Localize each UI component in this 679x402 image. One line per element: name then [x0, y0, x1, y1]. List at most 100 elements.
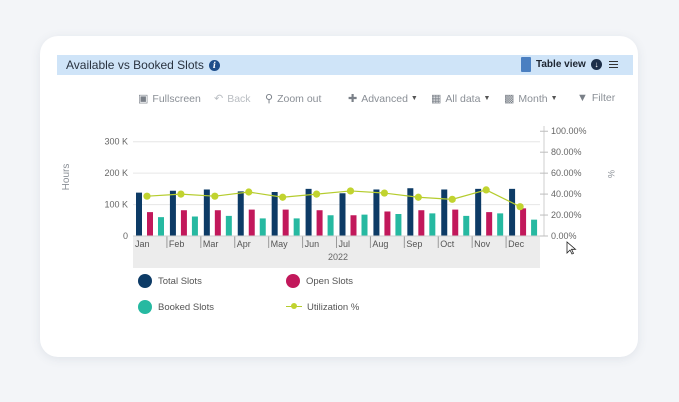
bar-total-slots-oct [441, 189, 448, 236]
fullscreen-icon: ▣ [138, 93, 149, 105]
magnifier-icon: ⚲ [265, 93, 274, 105]
bar-open-slots-aug [384, 211, 391, 236]
utilization-point-may [279, 193, 287, 201]
bar-open-slots-feb [180, 210, 187, 236]
bar-total-slots-may [271, 192, 278, 236]
x-tick-label: Jan [135, 239, 150, 249]
filter-button[interactable]: ▼ Filter [577, 92, 616, 104]
utilization-point-mar [211, 192, 219, 200]
chevron-down-icon: ▼ [550, 95, 558, 102]
y2-tick-label: 60.00% [551, 168, 582, 178]
bar-booked-slots-mar [225, 215, 232, 236]
month-dropdown[interactable]: ▩ Month ▼ [504, 92, 558, 106]
legend-item-total-slots[interactable]: Total Slots [138, 274, 202, 288]
y-tick-label: 0 [123, 231, 128, 241]
x-tick-label: May [271, 239, 289, 249]
advanced-dropdown[interactable]: ✚ Advanced ▼ [348, 92, 418, 106]
y2-tick-label: 80.00% [551, 147, 582, 157]
x-tick-label: Jul [339, 239, 351, 249]
bar-total-slots-feb [169, 190, 176, 236]
y-tick-label: 100 K [104, 200, 128, 210]
chart-toolbar: ▣ Fullscreen ↶ Back ⚲ Zoom out ✚ Advance… [40, 92, 638, 108]
download-icon[interactable]: ↓ [591, 59, 602, 70]
hamburger-menu-icon[interactable] [609, 59, 618, 69]
bar-booked-slots-apr [259, 218, 266, 236]
bar-total-slots-jul [339, 193, 346, 236]
legend-item-booked-slots[interactable]: Booked Slots [138, 300, 214, 314]
bar-open-slots-mar [214, 210, 221, 236]
y-axis-label: Hours [61, 164, 72, 191]
utilization-point-oct [448, 195, 456, 203]
bar-booked-slots-feb [191, 216, 198, 236]
advanced-icon: ✚ [348, 93, 358, 105]
utilization-point-dec [516, 203, 524, 211]
bar-booked-slots-jan [158, 217, 164, 236]
utilization-point-aug [380, 189, 389, 197]
bar-booked-slots-jul [361, 214, 368, 236]
fullscreen-button[interactable]: ▣ Fullscreen [138, 92, 201, 106]
y2-axis-label: % [606, 170, 616, 178]
bar-booked-slots-aug [395, 214, 402, 236]
table-view-button[interactable]: Table view [536, 59, 586, 70]
table-view-icon[interactable] [521, 57, 531, 72]
legend-item-open-slots[interactable]: Open Slots [286, 274, 353, 288]
x-axis-year-label: 2022 [328, 252, 348, 262]
bar-open-slots-jan [147, 212, 153, 236]
bar-booked-slots-oct [463, 215, 470, 236]
bar-open-slots-dec [520, 208, 527, 236]
bar-total-slots-nov [475, 188, 482, 236]
zoom-out-button[interactable]: ⚲ Zoom out [265, 92, 322, 106]
x-tick-label: Sep [406, 239, 422, 249]
legend-swatch [138, 274, 152, 288]
legend-swatch [286, 300, 302, 314]
back-button[interactable]: ↶ Back [214, 92, 251, 106]
utilization-point-jun [312, 190, 321, 198]
bar-booked-slots-may [293, 218, 300, 236]
legend-swatch [286, 274, 300, 288]
utilization-point-jan [143, 192, 151, 200]
bar-total-slots-apr [237, 191, 244, 236]
bar-booked-slots-sep [429, 213, 436, 236]
mouse-cursor-icon [566, 241, 577, 255]
y-tick-label: 200 K [104, 168, 128, 178]
bar-booked-slots-jun [327, 215, 334, 236]
utilization-point-jul [346, 187, 355, 195]
y-tick-label: 300 K [104, 137, 128, 147]
x-tick-label: Oct [440, 239, 455, 249]
x-tick-label: Jun [305, 239, 320, 249]
x-tick-label: Mar [203, 239, 219, 249]
x-tick-label: Dec [508, 239, 525, 249]
bar-open-slots-nov [486, 212, 493, 236]
utilization-point-sep [414, 193, 422, 201]
y2-tick-label: 100.00% [551, 126, 587, 136]
x-tick-label: Apr [237, 239, 251, 249]
bar-open-slots-sep [418, 210, 425, 236]
x-tick-label: Aug [372, 239, 388, 249]
y2-tick-label: 0.00% [551, 231, 577, 241]
bar-booked-slots-dec [531, 219, 538, 236]
utilization-point-apr [245, 188, 253, 196]
legend-item-utilization[interactable]: Utilization % [286, 300, 359, 314]
bar-total-slots-aug [373, 189, 380, 236]
bar-total-slots-jan [136, 192, 142, 236]
y2-tick-label: 40.00% [551, 189, 582, 199]
info-icon[interactable]: i [208, 59, 220, 71]
bar-booked-slots-nov [497, 213, 504, 236]
legend-swatch [138, 300, 152, 314]
utilization-line [146, 189, 521, 208]
bar-open-slots-may [282, 209, 289, 236]
y2-tick-label: 20.00% [551, 210, 582, 220]
all-data-dropdown[interactable]: ▦ All data ▼ [431, 92, 491, 106]
utilization-point-feb [177, 190, 185, 198]
funnel-icon: ▼ [577, 92, 588, 104]
bar-total-slots-jun [305, 188, 312, 236]
chevron-down-icon: ▼ [410, 95, 418, 102]
chart-plot: 0 100 K 200 K 300 K 0.00% 20.00% 40.00% 60.00% 8… [61, 126, 616, 268]
x-tick-label: Nov [474, 239, 491, 249]
bar-total-slots-sep [407, 188, 414, 236]
utilization-point-nov [482, 186, 490, 194]
back-arrow-icon: ↶ [214, 93, 224, 105]
bar-open-slots-jun [316, 210, 323, 236]
bar-chart-icon: ▩ [504, 93, 515, 105]
bar-open-slots-apr [248, 209, 255, 236]
